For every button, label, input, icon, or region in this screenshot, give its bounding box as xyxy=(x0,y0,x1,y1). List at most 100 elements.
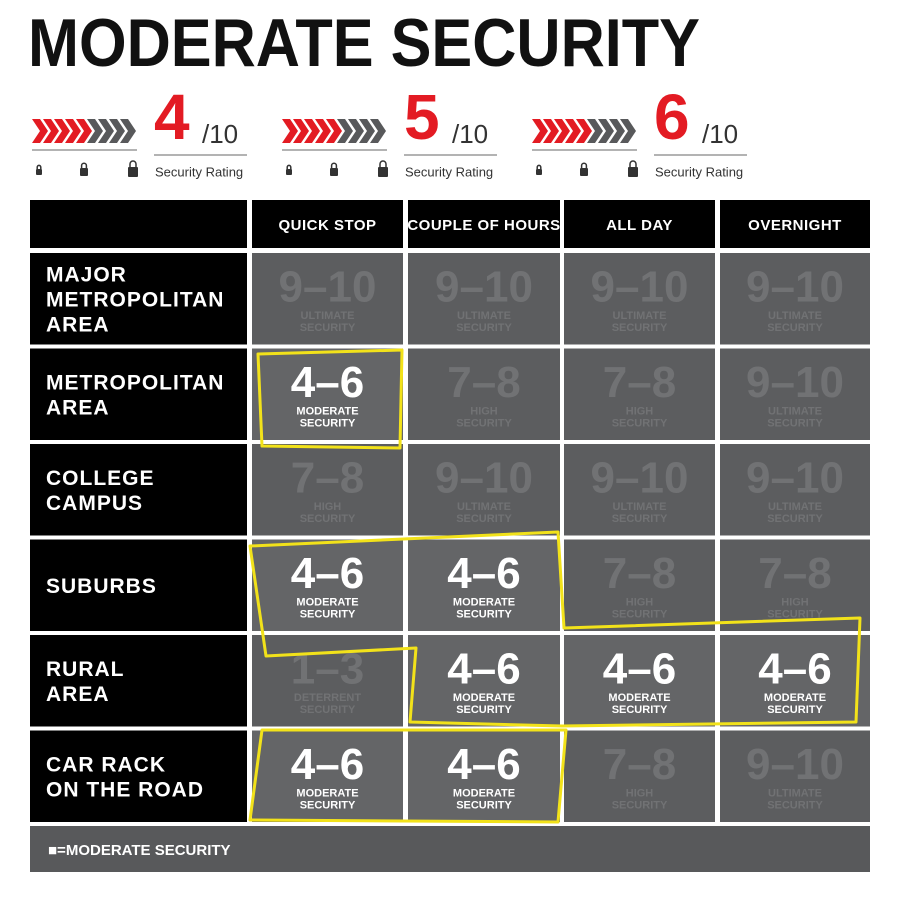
cell xyxy=(564,635,715,727)
chevron xyxy=(87,119,103,143)
footer-bar xyxy=(30,826,870,872)
cell-level: HIGH xyxy=(626,405,654,417)
row-label: SUBURBS xyxy=(46,575,157,598)
cell xyxy=(564,253,715,345)
cell-level: SECURITY xyxy=(612,417,668,429)
cell-level: MODERATE xyxy=(453,596,515,608)
chevron xyxy=(359,119,375,143)
row-label: ON THE ROAD xyxy=(46,778,204,801)
cell-range: 9–10 xyxy=(746,263,844,312)
cell-level: ULTIMATE xyxy=(457,501,511,513)
lock-icon xyxy=(286,169,292,175)
cell-level: ULTIMATE xyxy=(457,310,511,322)
cell xyxy=(252,539,403,631)
cell-level: MODERATE xyxy=(296,405,358,417)
row-label: AREA xyxy=(46,683,110,706)
cell-level: SECURITY xyxy=(300,704,356,716)
cell-range: 7–8 xyxy=(603,358,676,407)
cell-level: HIGH xyxy=(314,501,342,513)
cell xyxy=(564,730,715,822)
chevron xyxy=(304,119,320,143)
chevron xyxy=(293,119,309,143)
chevron xyxy=(109,119,125,143)
cell xyxy=(720,444,870,536)
chevron xyxy=(43,119,59,143)
cell xyxy=(252,730,403,822)
row-header xyxy=(30,635,247,727)
chevron xyxy=(337,119,353,143)
outline xyxy=(248,530,862,728)
cell-level: SECURITY xyxy=(300,417,356,429)
outline xyxy=(248,728,568,824)
cell-level: SECURITY xyxy=(456,608,512,620)
lock-icon xyxy=(36,169,42,175)
cell-range: 7–8 xyxy=(603,549,676,598)
chevron xyxy=(620,119,636,143)
cell-range: 7–8 xyxy=(447,358,520,407)
lock-icon xyxy=(536,169,542,175)
cell xyxy=(564,348,715,440)
cell-range: 9–10 xyxy=(279,263,377,312)
lock-icon xyxy=(330,162,338,168)
cell-level: ULTIMATE xyxy=(768,405,822,417)
cell-level: SECURITY xyxy=(767,704,823,716)
row-header xyxy=(30,348,247,440)
rating-score: 4 xyxy=(154,81,190,153)
cell-level: SECURITY xyxy=(456,704,512,716)
column-header: ALL DAY xyxy=(606,217,673,234)
cell-range: 9–10 xyxy=(435,263,533,312)
lock-icon xyxy=(580,168,588,176)
cell xyxy=(252,444,403,536)
cell-level: MODERATE xyxy=(296,787,358,799)
cell-level: ULTIMATE xyxy=(768,310,822,322)
chevron xyxy=(565,119,581,143)
lock-icon xyxy=(378,167,388,177)
rating-caption: Security Rating xyxy=(405,164,493,179)
chevron xyxy=(282,119,298,143)
row-label: CAR RACK xyxy=(46,753,166,776)
row-label: AREA xyxy=(46,396,110,419)
outline xyxy=(256,348,404,450)
row-header xyxy=(30,444,247,536)
cell-range: 4–6 xyxy=(758,645,831,694)
chevron xyxy=(587,119,603,143)
chevron xyxy=(598,119,614,143)
row-header xyxy=(30,539,247,631)
cell-level: ULTIMATE xyxy=(613,501,667,513)
header-cell xyxy=(564,200,715,248)
lock-icon xyxy=(330,168,338,176)
cell-level: ULTIMATE xyxy=(613,310,667,322)
column-header: COUPLE OF HOURS xyxy=(407,217,560,234)
cell xyxy=(720,730,870,822)
cell-level: SECURITY xyxy=(456,322,512,334)
cell-range: 7–8 xyxy=(758,549,831,598)
lock-icon xyxy=(580,162,588,168)
row-label: COLLEGE xyxy=(46,467,155,490)
cell-level: SECURITY xyxy=(612,799,668,811)
cell-level: SECURITY xyxy=(612,704,668,716)
lock-icon xyxy=(36,164,42,169)
row-label: MAJOR xyxy=(46,263,127,286)
cell xyxy=(720,635,870,727)
cell-level: SECURITY xyxy=(300,799,356,811)
cell-level: SECURITY xyxy=(456,799,512,811)
cell-level: HIGH xyxy=(470,405,498,417)
lock-icon xyxy=(80,162,88,168)
cell xyxy=(252,253,403,345)
cell-level: SECURITY xyxy=(612,608,668,620)
header-cell xyxy=(720,200,870,248)
cell-level: ULTIMATE xyxy=(768,787,822,799)
chevron xyxy=(120,119,136,143)
cell-level: SECURITY xyxy=(767,513,823,525)
cell-level: MODERATE xyxy=(764,692,826,704)
lock-icon xyxy=(629,160,637,167)
cell-level: MODERATE xyxy=(608,692,670,704)
cell-level: SECURITY xyxy=(300,322,356,334)
row-label: METROPOLITAN xyxy=(46,288,224,311)
rating-score: 6 xyxy=(654,81,690,153)
cell xyxy=(564,539,715,631)
chevron xyxy=(32,119,48,143)
chevron xyxy=(532,119,548,143)
cell-level: ULTIMATE xyxy=(301,310,355,322)
cell-level: SECURITY xyxy=(767,322,823,334)
